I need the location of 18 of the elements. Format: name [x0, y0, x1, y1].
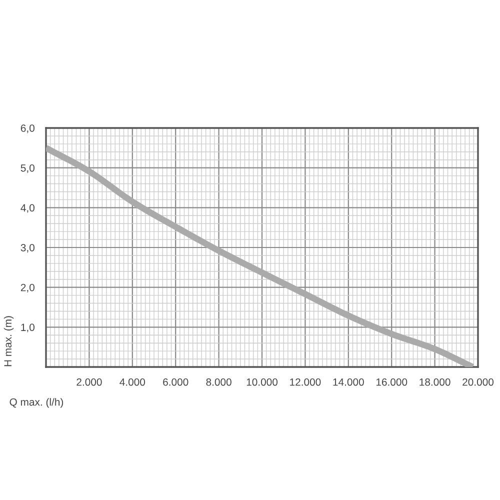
x-tick-label: 2.000: [76, 378, 102, 386]
x-tick-label: 20.000: [462, 378, 494, 386]
y-tick-label: 1,0: [21, 324, 34, 332]
y-axis-title: H max. (m): [4, 316, 14, 366]
x-tick-label: 12.000: [290, 378, 321, 386]
y-tick-label: 3,0: [20, 244, 34, 253]
x-tick-label: 18.000: [420, 378, 450, 386]
y-tick-label: 6,0: [20, 124, 34, 134]
x-tick-label: 6.000: [163, 378, 188, 386]
x-tick-label: 10.000: [246, 378, 278, 386]
x-tick-label: 4.000: [120, 378, 146, 386]
y-tick-label: 2,0: [20, 284, 34, 292]
x-tick-label: 8.000: [206, 378, 232, 386]
x-tick-label: 14.000: [333, 378, 364, 386]
y-tick-label: 5,0: [20, 164, 34, 173]
x-axis-title: Q max. (l/h): [10, 398, 64, 408]
y-tick-label: 4,0: [20, 204, 34, 213]
x-tick-label: 16.000: [376, 378, 408, 386]
